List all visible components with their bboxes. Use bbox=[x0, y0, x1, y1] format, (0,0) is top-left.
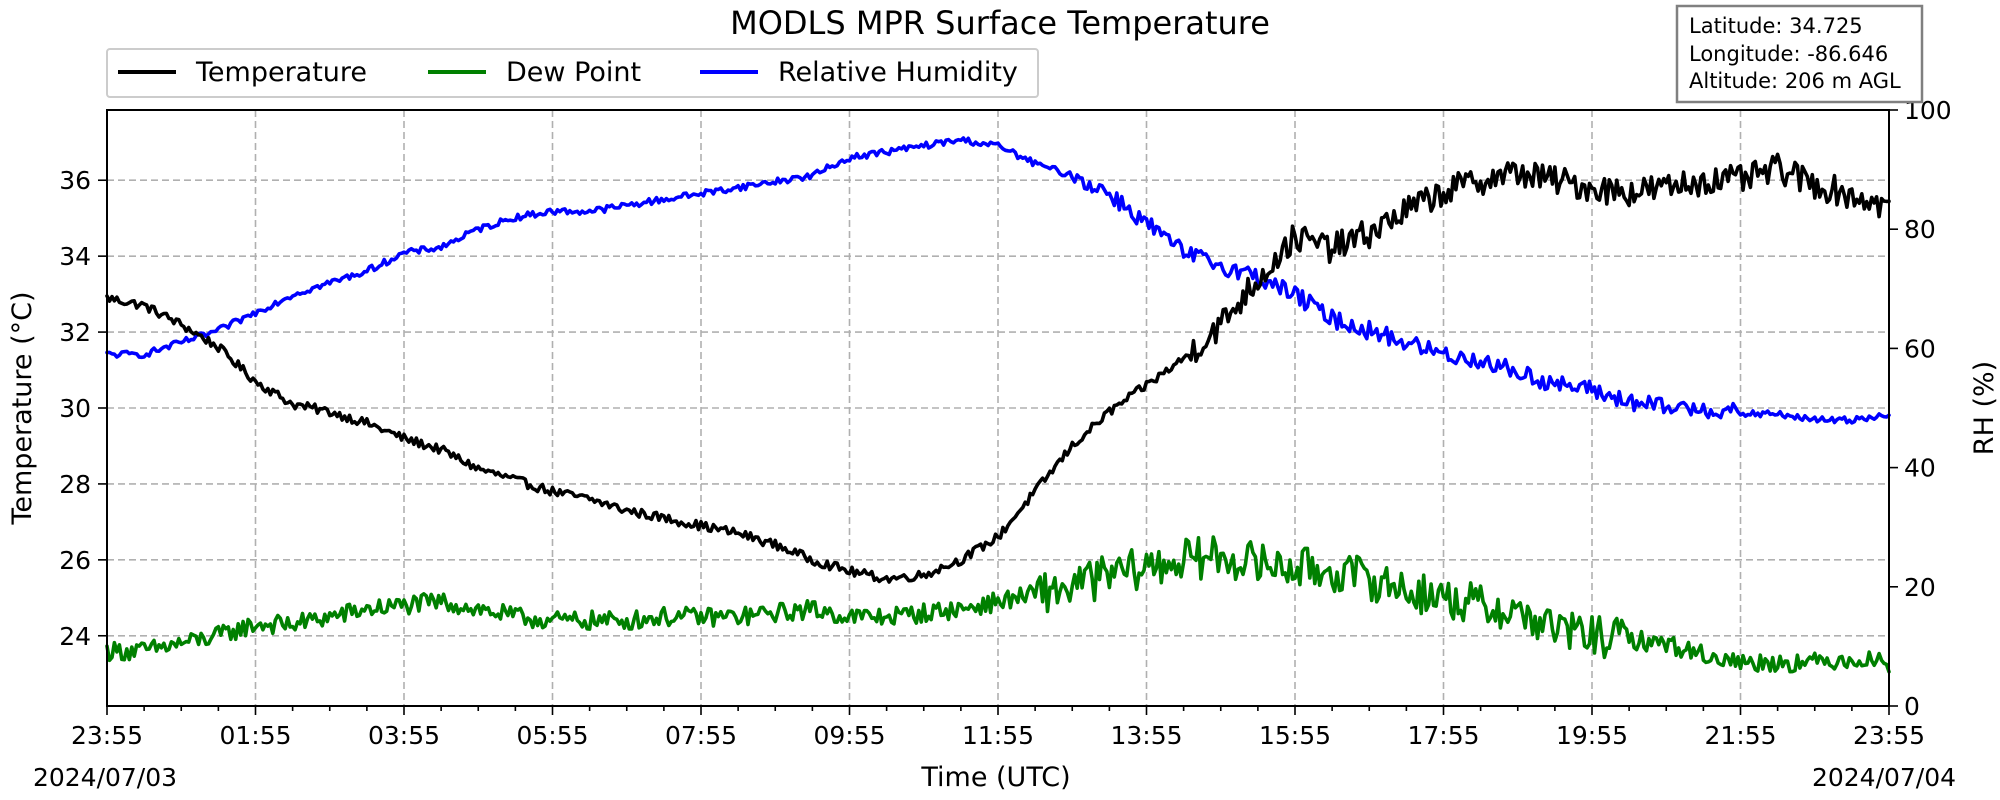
x-tick-label: 17:55 bbox=[1407, 721, 1479, 750]
series-line-dew-point bbox=[105, 535, 1891, 674]
x-tick-label: 23:55 bbox=[71, 721, 143, 750]
series-line-relative-humidity bbox=[105, 136, 1891, 425]
x-axis: 23:55 01:55 03:55 05:55 07:55 09:55 11:55 13:55… bbox=[71, 706, 1925, 750]
date-end-label: 2024/07/04 bbox=[1812, 763, 1956, 792]
series-line-temperature bbox=[105, 152, 1891, 584]
x-tick-label: 15:55 bbox=[1259, 721, 1331, 750]
x-tick-label: 19:55 bbox=[1556, 721, 1628, 750]
x-tick-label: 11:55 bbox=[962, 721, 1034, 750]
y2-tick-label: 20 bbox=[1904, 573, 1936, 602]
series-lines bbox=[105, 136, 1891, 674]
info-altitude: Altitude: 206 m AGL bbox=[1689, 69, 1901, 93]
y-axis-left: 24 26 28 30 32 34 36 bbox=[59, 166, 107, 651]
y2-tick-label: 60 bbox=[1904, 334, 1936, 363]
legend: Temperature Dew Point Relative Humidity bbox=[106, 48, 1039, 98]
legend-label-dew-point: Dew Point bbox=[506, 57, 641, 88]
date-start-label: 2024/07/03 bbox=[33, 763, 177, 792]
y2-axis-label: RH (%) bbox=[1969, 361, 2000, 455]
chart-title: MODLS MPR Surface Temperature bbox=[730, 4, 1270, 42]
info-longitude: Longitude: -86.646 bbox=[1689, 42, 1888, 66]
legend-label-temperature: Temperature bbox=[195, 57, 367, 88]
y-tick-label: 32 bbox=[59, 318, 91, 347]
x-tick-label: 01:55 bbox=[219, 721, 291, 750]
info-box-frame bbox=[1675, 4, 1924, 104]
x-tick-label: 13:55 bbox=[1110, 721, 1182, 750]
legend-box bbox=[106, 48, 1039, 98]
x-axis-label: Time (UTC) bbox=[920, 762, 1070, 793]
info-box: Latitude: 34.725 Longitude: -86.646 Alti… bbox=[1675, 4, 1924, 104]
y-tick-label: 34 bbox=[59, 242, 91, 271]
y-axis-label: Temperature (°C) bbox=[7, 291, 38, 525]
x-tick-label: 23:55 bbox=[1853, 721, 1925, 750]
x-tick-label: 21:55 bbox=[1704, 721, 1776, 750]
x-tick-label: 09:55 bbox=[813, 721, 885, 750]
y2-tick-label: 40 bbox=[1904, 454, 1936, 483]
y-tick-label: 28 bbox=[59, 470, 91, 499]
y-tick-label: 30 bbox=[59, 394, 91, 423]
x-tick-label: 03:55 bbox=[368, 721, 440, 750]
info-latitude: Latitude: 34.725 bbox=[1689, 14, 1863, 38]
y-tick-label: 24 bbox=[59, 622, 91, 651]
y-tick-label: 26 bbox=[59, 546, 91, 575]
grid bbox=[107, 110, 1889, 706]
x-tick-label: 05:55 bbox=[516, 721, 588, 750]
x-tick-label: 07:55 bbox=[665, 721, 737, 750]
y-tick-label: 36 bbox=[59, 166, 91, 195]
y2-tick-label: 0 bbox=[1904, 692, 1920, 721]
legend-label-relative-humidity: Relative Humidity bbox=[778, 57, 1018, 88]
y2-tick-label: 80 bbox=[1904, 215, 1936, 244]
